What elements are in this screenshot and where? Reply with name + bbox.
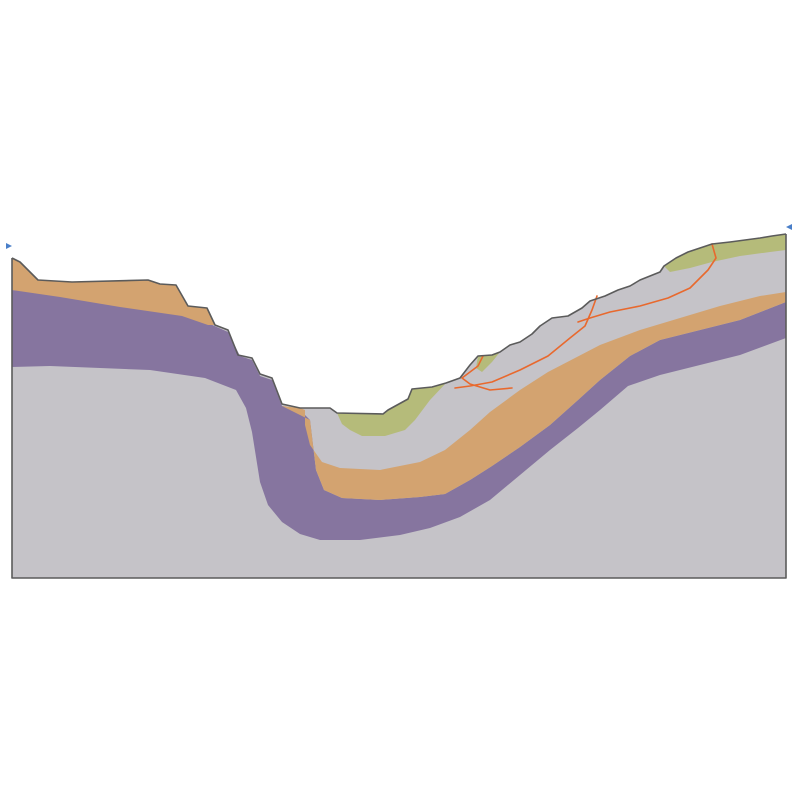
- purple-layer: [12, 290, 786, 540]
- slip-surface-middle: [454, 295, 598, 389]
- left-boundary-marker: [6, 243, 12, 249]
- green-deposit-crest: [664, 234, 786, 272]
- model-boundary: [11, 234, 787, 579]
- right-boundary-marker: [786, 224, 792, 230]
- slip-surface-upper: [577, 243, 717, 323]
- orange-layer: [12, 258, 786, 500]
- green-deposit-valley: [337, 383, 446, 436]
- ground-surface-outline: [11, 233, 787, 415]
- slip-surface-lower: [461, 355, 513, 391]
